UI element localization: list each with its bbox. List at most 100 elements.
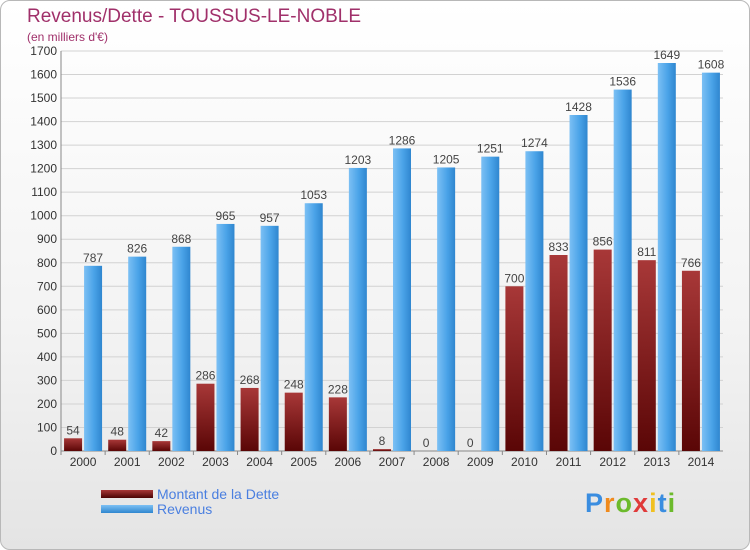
legend-swatch-dette [101,490,153,498]
label-dette-2004: 268 [240,373,260,387]
label-revenus-2005: 1053 [300,188,327,202]
x-tick-label: 2008 [423,455,450,469]
label-revenus-2001: 826 [127,242,147,256]
bar-dette-2014 [681,270,700,451]
bar-dette-2006 [328,397,347,451]
label-revenus-2013: 1649 [653,48,680,62]
data-labels: 54 787 48 826 42 868 286 965 268 957 248 1053 228 120… [66,48,724,450]
label-dette-2011: 833 [549,240,569,254]
y-tick-label: 500 [37,326,57,340]
legend-label-revenus: Revenus [157,501,213,517]
x-tick-label: 2003 [202,455,229,469]
label-dette-2006: 228 [328,382,348,396]
x-tick-label: 2011 [556,455,582,469]
y-tick-label: 200 [37,397,57,411]
label-revenus-2009: 1251 [477,142,504,156]
legend-swatch-revenus [101,505,153,513]
proxiti-logo: Proxiti [585,488,676,519]
legend-item-revenus: Revenus [101,501,401,517]
label-dette-2000: 54 [66,423,80,437]
x-tick-label: 2000 [70,455,97,469]
logo-letter: P [585,488,605,518]
bar-revenus-2004 [260,225,279,451]
y-tick-label: 1300 [30,138,57,152]
x-tick-label: 2007 [379,455,406,469]
axes: 0100200300400500600700800900100011001200… [30,44,723,469]
bar-chart: 0100200300400500600700800900100011001200… [30,44,724,469]
label-revenus-2011: 1428 [565,100,592,114]
bar-dette-2005 [284,392,303,451]
bar-dette-2003 [196,383,215,451]
bar-revenus-2001 [128,256,147,451]
x-tick-label: 2013 [643,455,670,469]
logo-letter: t [657,488,668,518]
y-tick-label: 100 [37,420,57,434]
label-dette-2002: 42 [155,426,169,440]
y-tick-label: 0 [50,444,57,458]
logo-letter: i [667,488,677,518]
x-tick-label: 2005 [290,455,317,469]
bar-dette-2004 [240,387,259,451]
chart-title: Revenus/Dette - TOUSSUS-LE-NOBLE [27,6,362,27]
label-dette-2009: 0 [467,436,474,450]
label-revenus-2004: 957 [260,211,280,225]
y-tick-label: 1500 [30,91,57,105]
y-tick-label: 1000 [30,209,57,223]
bar-revenus-2003 [216,223,235,451]
label-revenus-2012: 1536 [609,75,636,89]
x-tick-label: 2014 [688,455,715,469]
x-tick-label: 2012 [599,455,626,469]
label-dette-2003: 286 [195,369,215,383]
y-tick-label: 400 [37,350,57,364]
bar-revenus-2005 [304,203,323,451]
logo-letter: x [633,488,650,518]
y-tick-label: 1100 [31,185,57,199]
label-revenus-2003: 965 [215,209,235,223]
bar-revenus-2010 [525,151,544,451]
gridlines [61,50,723,452]
legend: Montant de la Dette Revenus [101,486,401,517]
y-tick-label: 800 [37,256,57,270]
y-tick-label: 1600 [30,68,57,82]
legend-item-dette: Montant de la Dette [101,486,401,502]
label-revenus-2010: 1274 [521,136,548,150]
y-tick-label: 300 [37,373,57,387]
x-tick-label: 2010 [511,455,538,469]
bar-revenus-2012 [613,89,632,452]
label-revenus-2007: 1286 [389,133,416,147]
label-dette-2001: 48 [111,425,125,439]
bar-revenus-2000 [84,265,103,451]
bar-revenus-2006 [348,167,367,452]
legend-label-dette: Montant de la Dette [157,486,280,502]
label-dette-2007: 8 [379,434,386,448]
chart-subtitle: (en milliers d'€) [27,30,108,44]
bar-dette-2000 [64,438,83,451]
bar-revenus-2002 [172,246,191,451]
bar-revenus-2013 [657,63,676,451]
y-tick-label: 700 [37,279,57,293]
label-dette-2014: 766 [681,256,701,270]
x-tick-label: 2006 [335,455,362,469]
bar-dette-2010 [505,286,524,451]
bar-revenus-2011 [569,115,588,451]
bar-dette-2001 [108,439,127,451]
label-dette-2013: 811 [637,245,656,259]
label-revenus-2006: 1203 [345,153,372,167]
y-tick-label: 1700 [30,44,57,58]
y-tick-label: 900 [37,232,57,246]
bar-revenus-2008 [437,167,456,451]
label-dette-2008: 0 [423,436,430,450]
bar-revenus-2014 [701,72,720,451]
logo-letter: o [615,488,634,518]
label-dette-2005: 248 [284,378,304,392]
y-tick-label: 1400 [30,115,57,129]
bars [64,63,720,452]
y-tick-label: 600 [37,303,57,317]
label-dette-2010: 700 [504,271,524,285]
label-revenus-2002: 868 [171,232,191,246]
bar-dette-2002 [152,441,171,451]
bar-revenus-2007 [393,148,411,452]
bar-dette-2011 [549,255,568,451]
label-dette-2012: 856 [593,235,613,249]
